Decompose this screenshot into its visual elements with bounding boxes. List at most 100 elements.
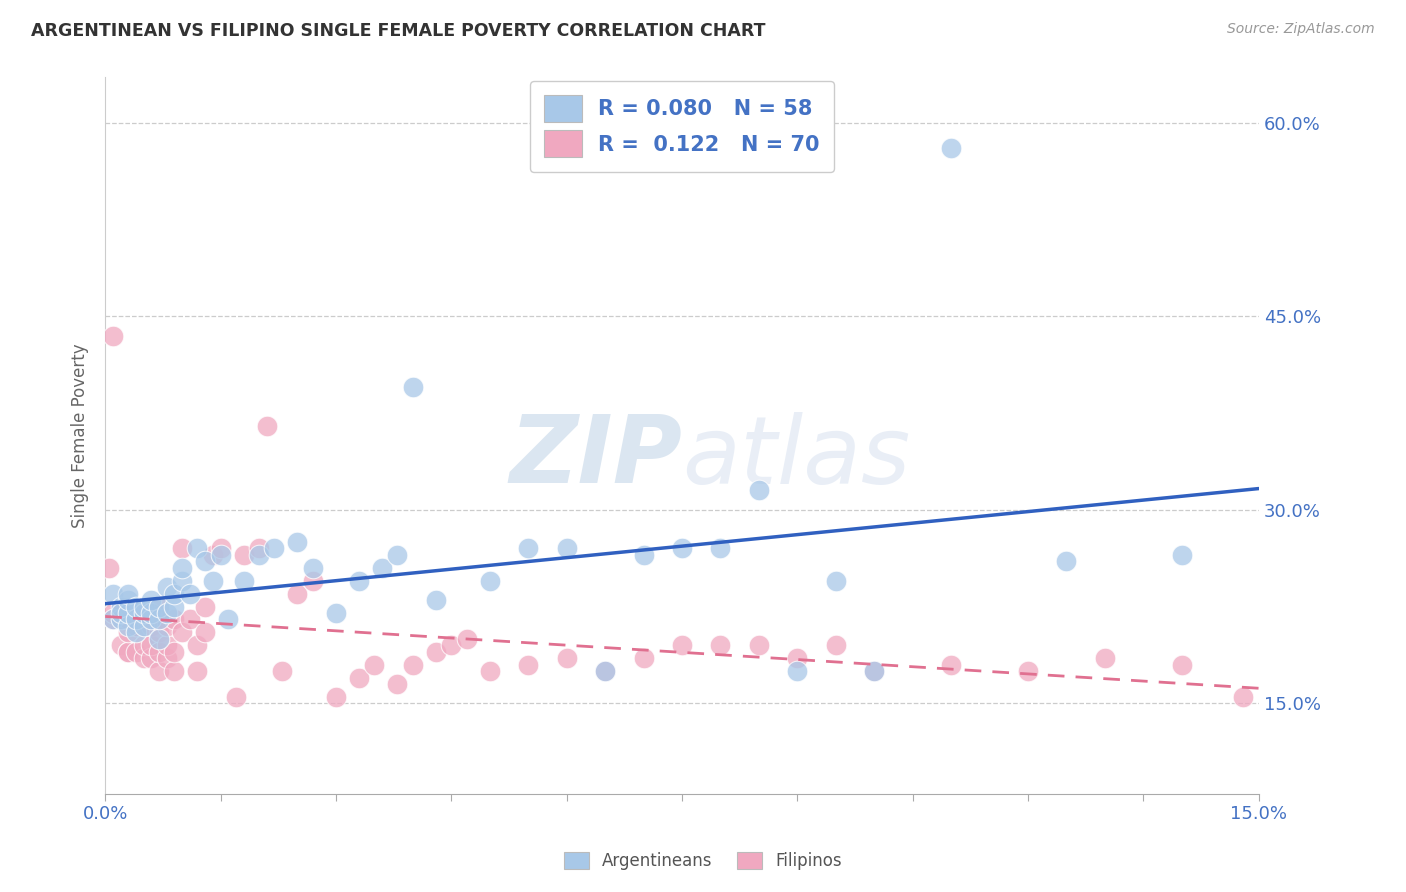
Point	[263, 541, 285, 556]
Point	[101, 612, 124, 626]
Point	[110, 599, 132, 614]
Point	[440, 638, 463, 652]
Point	[217, 612, 239, 626]
Point	[232, 548, 254, 562]
Point	[325, 690, 347, 704]
Point	[156, 580, 179, 594]
Point	[225, 690, 247, 704]
Point	[347, 574, 370, 588]
Point	[156, 619, 179, 633]
Legend: Argentineans, Filipinos: Argentineans, Filipinos	[557, 845, 849, 877]
Point	[186, 541, 208, 556]
Point	[117, 619, 139, 633]
Point	[287, 587, 309, 601]
Point	[172, 541, 194, 556]
Point	[117, 625, 139, 640]
Point	[232, 574, 254, 588]
Point	[363, 657, 385, 672]
Point	[1017, 664, 1039, 678]
Point	[110, 612, 132, 626]
Point	[141, 651, 163, 665]
Point	[1171, 548, 1194, 562]
Point	[141, 593, 163, 607]
Point	[163, 599, 186, 614]
Point	[172, 625, 194, 640]
Point	[671, 541, 693, 556]
Point	[186, 664, 208, 678]
Point	[141, 638, 163, 652]
Text: atlas: atlas	[682, 411, 910, 502]
Point	[156, 638, 179, 652]
Point	[209, 541, 232, 556]
Point	[117, 593, 139, 607]
Point	[117, 645, 139, 659]
Point	[555, 651, 578, 665]
Point	[148, 612, 170, 626]
Point	[939, 141, 962, 155]
Point	[163, 664, 186, 678]
Point	[101, 587, 124, 601]
Point	[141, 606, 163, 620]
Point	[387, 548, 409, 562]
Point	[179, 612, 201, 626]
Point	[141, 619, 163, 633]
Point	[172, 574, 194, 588]
Point	[302, 574, 325, 588]
Point	[517, 541, 540, 556]
Point	[148, 625, 170, 640]
Point	[179, 587, 201, 601]
Point	[633, 548, 655, 562]
Point	[786, 651, 808, 665]
Point	[125, 619, 148, 633]
Point	[555, 541, 578, 556]
Point	[117, 645, 139, 659]
Point	[148, 599, 170, 614]
Point	[347, 671, 370, 685]
Text: ZIP: ZIP	[509, 411, 682, 503]
Point	[163, 612, 186, 626]
Point	[371, 561, 394, 575]
Point	[425, 593, 447, 607]
Point	[247, 548, 270, 562]
Point	[117, 587, 139, 601]
Point	[1232, 690, 1254, 704]
Point	[125, 599, 148, 614]
Point	[132, 619, 155, 633]
Point	[425, 645, 447, 659]
Point	[101, 328, 124, 343]
Point	[132, 651, 155, 665]
Point	[478, 664, 501, 678]
Point	[593, 664, 616, 678]
Point	[517, 657, 540, 672]
Point	[863, 664, 886, 678]
Point	[302, 561, 325, 575]
Point	[132, 619, 155, 633]
Point	[110, 638, 132, 652]
Point	[132, 606, 155, 620]
Point	[110, 606, 132, 620]
Point	[148, 664, 170, 678]
Point	[478, 574, 501, 588]
Point	[194, 554, 217, 568]
Point	[125, 625, 148, 640]
Point	[172, 561, 194, 575]
Point	[1056, 554, 1078, 568]
Point	[1171, 657, 1194, 672]
Point	[148, 632, 170, 646]
Point	[132, 599, 155, 614]
Point	[186, 638, 208, 652]
Point	[287, 535, 309, 549]
Point	[325, 606, 347, 620]
Point	[1094, 651, 1116, 665]
Point	[194, 599, 217, 614]
Point	[824, 574, 846, 588]
Text: ARGENTINEAN VS FILIPINO SINGLE FEMALE POVERTY CORRELATION CHART: ARGENTINEAN VS FILIPINO SINGLE FEMALE PO…	[31, 22, 765, 40]
Point	[163, 645, 186, 659]
Point	[163, 587, 186, 601]
Point	[148, 599, 170, 614]
Point	[709, 638, 731, 652]
Point	[125, 612, 148, 626]
Point	[117, 612, 139, 626]
Point	[201, 574, 224, 588]
Point	[201, 548, 224, 562]
